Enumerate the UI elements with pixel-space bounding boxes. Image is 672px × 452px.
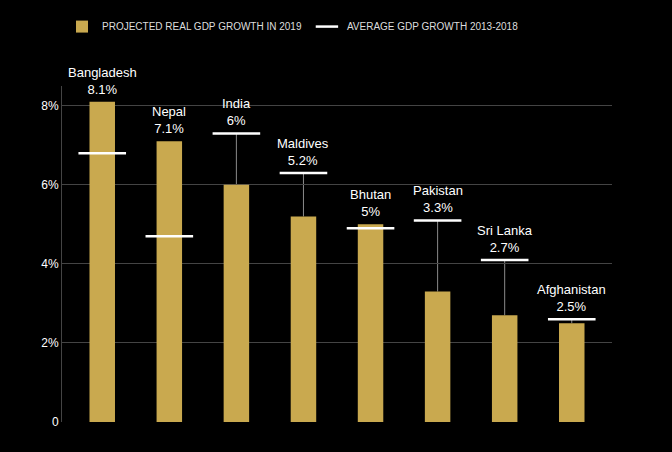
svg-text:Afghanistan2.5%: Afghanistan2.5% xyxy=(537,282,606,314)
svg-text:8%: 8% xyxy=(41,99,59,113)
svg-text:India6%: India6% xyxy=(222,96,251,128)
svg-text:Bangladesh8.1%: Bangladesh8.1% xyxy=(68,65,137,97)
svg-text:PROJECTED REAL GDP GROWTH IN 2: PROJECTED REAL GDP GROWTH IN 2019 xyxy=(102,21,302,32)
svg-text:4%: 4% xyxy=(41,257,59,271)
svg-text:AVERAGE GDP GROWTH 2013-2018: AVERAGE GDP GROWTH 2013-2018 xyxy=(347,21,518,32)
svg-text:6%: 6% xyxy=(41,178,59,192)
svg-text:Maldives5.2%: Maldives5.2% xyxy=(277,136,329,168)
svg-text:Nepal7.1%: Nepal7.1% xyxy=(152,104,186,136)
svg-text:Bhutan5%: Bhutan5% xyxy=(350,187,391,219)
svg-text:2%: 2% xyxy=(41,336,59,350)
svg-text:0: 0 xyxy=(52,415,59,429)
svg-text:Sri Lanka2.7%: Sri Lanka2.7% xyxy=(477,223,533,255)
svg-text:Pakistan3.3%: Pakistan3.3% xyxy=(413,183,463,215)
